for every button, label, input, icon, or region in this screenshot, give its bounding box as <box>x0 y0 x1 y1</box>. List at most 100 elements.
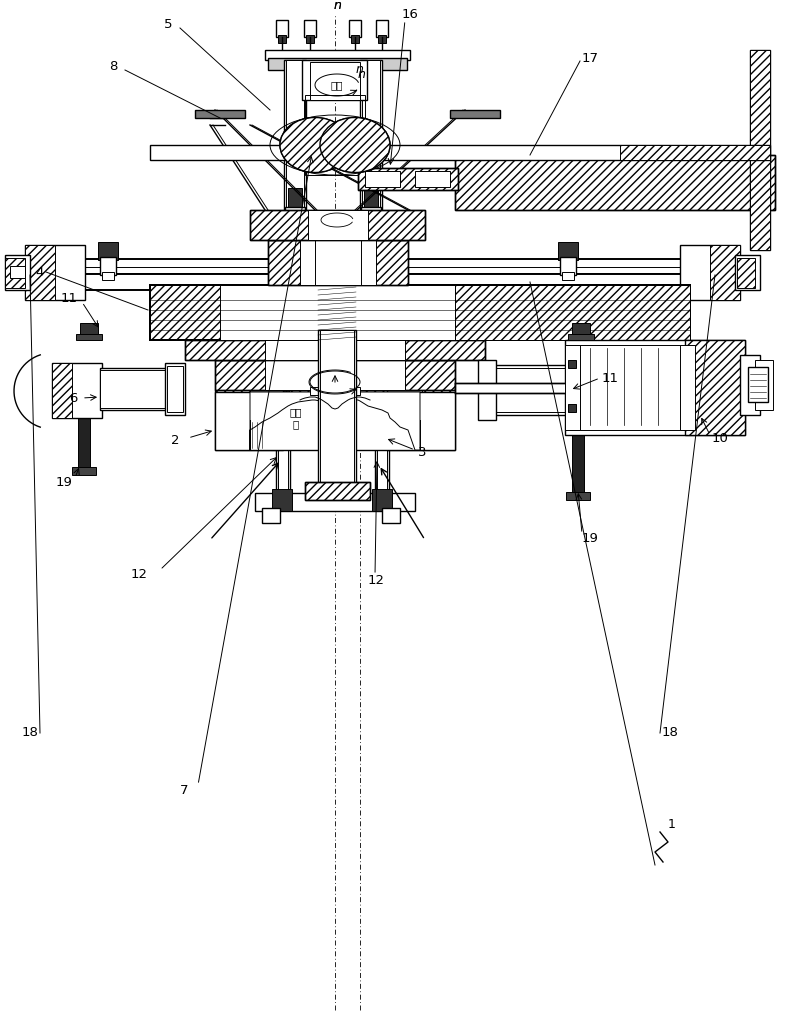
Bar <box>268 58 407 70</box>
Bar <box>255 493 415 511</box>
Bar <box>167 366 183 412</box>
Text: 19: 19 <box>55 476 72 488</box>
Bar <box>52 363 102 418</box>
Bar <box>750 50 770 250</box>
Bar <box>415 171 450 187</box>
Bar <box>455 285 690 340</box>
Bar <box>284 60 306 250</box>
Bar <box>102 272 114 280</box>
Bar <box>318 330 356 485</box>
Bar <box>320 330 354 485</box>
Polygon shape <box>250 392 420 450</box>
Bar <box>280 242 300 260</box>
Text: 11: 11 <box>61 291 78 305</box>
Bar <box>478 360 496 420</box>
Bar <box>282 258 298 275</box>
Bar <box>100 370 180 408</box>
Text: 3: 3 <box>418 446 426 458</box>
Bar <box>740 355 760 415</box>
Ellipse shape <box>320 117 390 172</box>
Bar <box>620 145 770 160</box>
Text: 2: 2 <box>171 434 180 446</box>
Bar <box>315 240 361 285</box>
Text: 熔镁
液: 熔镁 液 <box>290 407 302 428</box>
Bar <box>455 285 690 340</box>
Bar <box>560 258 576 275</box>
Bar <box>310 387 360 394</box>
Bar <box>358 168 458 190</box>
Bar <box>250 210 425 240</box>
Bar <box>450 110 500 118</box>
Bar <box>283 386 289 392</box>
Bar <box>562 272 574 280</box>
Bar <box>52 363 72 418</box>
Bar <box>358 168 458 190</box>
Bar <box>304 20 316 37</box>
Bar <box>685 340 745 435</box>
Bar <box>280 360 335 394</box>
Bar <box>100 258 116 275</box>
Bar <box>370 242 390 260</box>
Bar <box>566 492 590 500</box>
Bar <box>735 255 760 290</box>
Bar <box>568 404 576 412</box>
Bar <box>215 360 455 390</box>
Bar <box>568 360 576 368</box>
Bar <box>305 482 370 500</box>
Bar <box>572 435 584 495</box>
Text: 8: 8 <box>110 61 118 73</box>
Bar <box>286 60 304 250</box>
Bar <box>490 365 568 415</box>
Bar <box>72 467 96 475</box>
Bar <box>310 62 360 100</box>
Bar <box>455 383 570 393</box>
Bar <box>25 245 55 300</box>
Bar <box>680 345 695 430</box>
Bar <box>268 240 408 285</box>
Bar <box>215 390 283 450</box>
Bar <box>305 95 365 175</box>
Bar <box>98 242 118 260</box>
Text: 4: 4 <box>36 266 44 278</box>
Bar <box>76 334 102 340</box>
Text: 10: 10 <box>712 432 729 445</box>
Bar <box>25 245 85 300</box>
Bar <box>365 171 400 187</box>
Bar <box>565 345 580 430</box>
Bar <box>351 35 359 43</box>
Text: 12: 12 <box>368 574 385 586</box>
Polygon shape <box>215 392 455 450</box>
Bar <box>215 390 250 450</box>
Bar <box>361 207 381 225</box>
Bar <box>374 272 386 280</box>
Text: n: n <box>356 63 364 76</box>
Bar <box>710 245 740 300</box>
Bar <box>302 60 367 100</box>
Bar <box>318 392 353 402</box>
Text: n: n <box>333 0 341 12</box>
Bar <box>378 35 386 43</box>
Bar <box>568 334 594 340</box>
Bar <box>185 340 485 360</box>
Text: n: n <box>333 0 341 12</box>
Bar <box>372 489 392 511</box>
Bar <box>276 275 290 500</box>
Bar <box>737 258 755 288</box>
Bar <box>150 285 690 340</box>
Bar <box>195 110 245 118</box>
Bar <box>335 360 390 394</box>
Text: 12: 12 <box>131 569 148 582</box>
Bar <box>285 207 305 225</box>
Bar <box>80 323 98 335</box>
Bar <box>278 275 288 500</box>
Bar <box>288 188 302 210</box>
Bar <box>558 242 578 260</box>
Ellipse shape <box>280 117 350 172</box>
Bar <box>455 154 775 210</box>
Bar <box>495 368 565 412</box>
Text: n: n <box>358 68 366 81</box>
Text: 11: 11 <box>602 372 619 384</box>
Bar <box>100 368 180 410</box>
Bar <box>250 210 425 240</box>
Bar <box>265 360 405 390</box>
